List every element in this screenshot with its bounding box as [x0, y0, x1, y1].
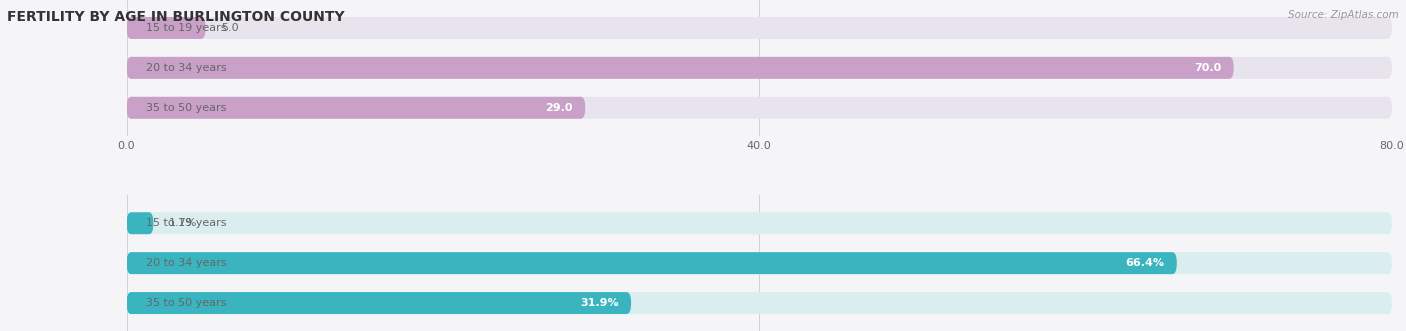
Text: 15 to 19 years: 15 to 19 years: [146, 218, 226, 228]
FancyBboxPatch shape: [127, 97, 585, 119]
Text: 66.4%: 66.4%: [1125, 258, 1164, 268]
FancyBboxPatch shape: [127, 57, 1234, 79]
FancyBboxPatch shape: [127, 17, 1392, 39]
FancyBboxPatch shape: [127, 17, 205, 39]
Text: 1.7%: 1.7%: [169, 218, 198, 228]
Text: 35 to 50 years: 35 to 50 years: [146, 103, 226, 113]
Text: 20 to 34 years: 20 to 34 years: [146, 63, 226, 73]
FancyBboxPatch shape: [127, 252, 1392, 274]
Text: 35 to 50 years: 35 to 50 years: [146, 298, 226, 308]
Text: 70.0: 70.0: [1194, 63, 1222, 73]
Text: Source: ZipAtlas.com: Source: ZipAtlas.com: [1288, 10, 1399, 20]
Text: 29.0: 29.0: [546, 103, 572, 113]
FancyBboxPatch shape: [127, 57, 1392, 79]
FancyBboxPatch shape: [127, 212, 1392, 234]
Text: 5.0: 5.0: [222, 23, 239, 33]
Text: 31.9%: 31.9%: [579, 298, 619, 308]
FancyBboxPatch shape: [127, 212, 153, 234]
FancyBboxPatch shape: [127, 97, 1392, 119]
Text: FERTILITY BY AGE IN BURLINGTON COUNTY: FERTILITY BY AGE IN BURLINGTON COUNTY: [7, 10, 344, 24]
FancyBboxPatch shape: [127, 292, 1392, 314]
FancyBboxPatch shape: [127, 292, 631, 314]
FancyBboxPatch shape: [127, 252, 1177, 274]
Text: 20 to 34 years: 20 to 34 years: [146, 258, 226, 268]
Text: 15 to 19 years: 15 to 19 years: [146, 23, 226, 33]
